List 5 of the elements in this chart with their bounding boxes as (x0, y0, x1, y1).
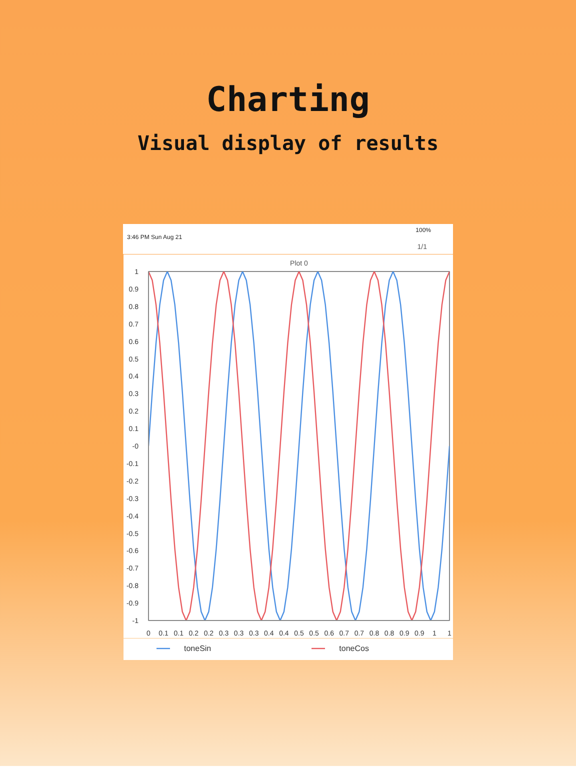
line-series (148, 272, 450, 620)
text: Charting (205, 79, 371, 122)
legend-label: toneCos (339, 644, 369, 652)
legend-label: toneSin (184, 644, 212, 652)
text: Visual display of results (136, 130, 440, 157)
